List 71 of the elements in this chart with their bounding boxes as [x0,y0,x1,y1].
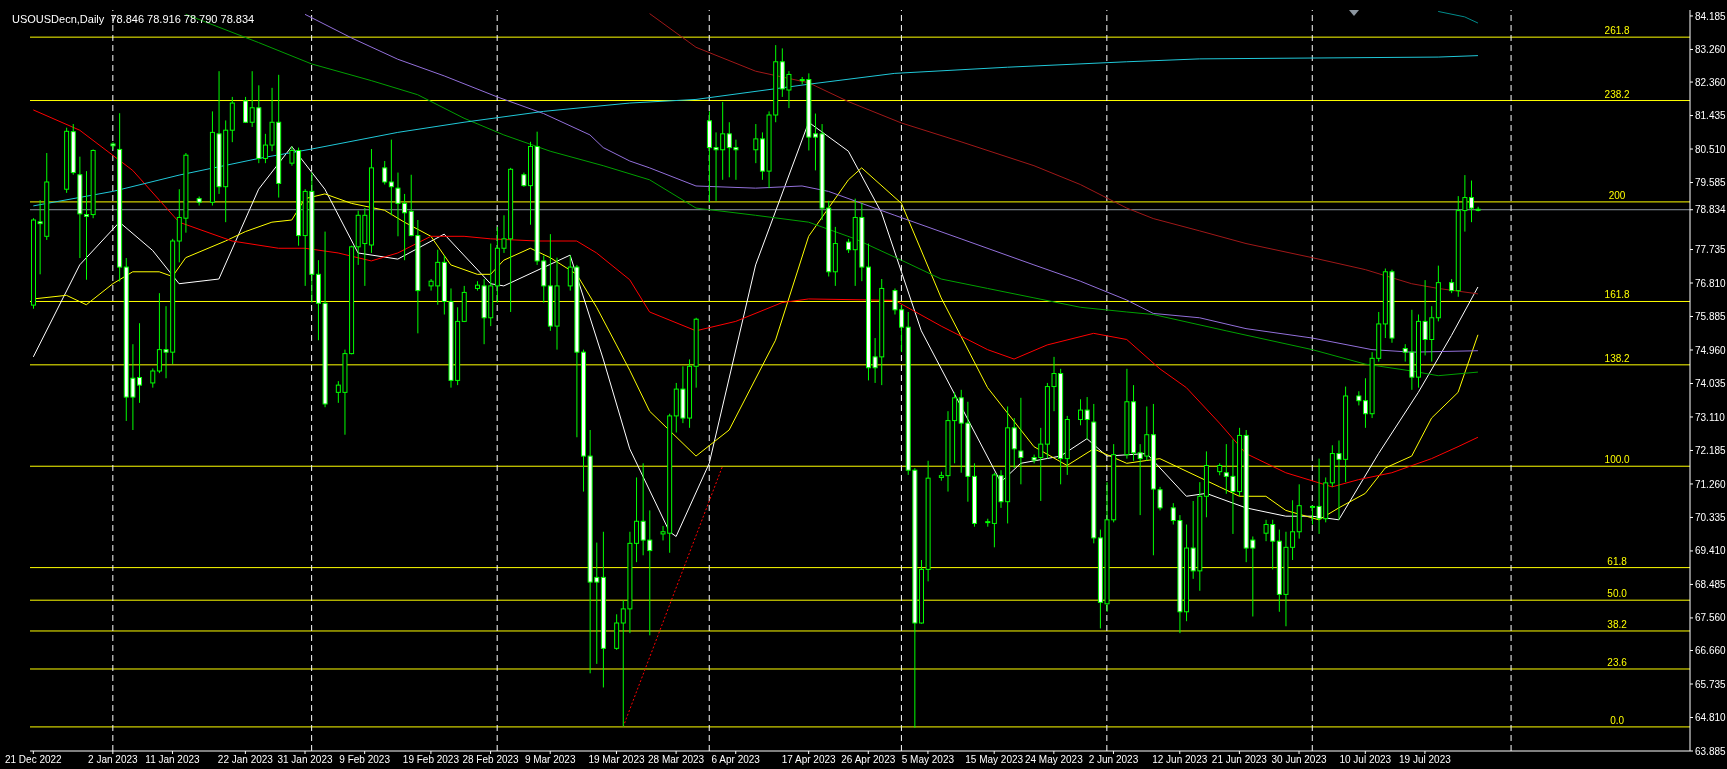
y-tick-label: 81.435 [1695,110,1727,122]
x-tick-label: 15 May 2023 [965,754,1024,766]
y-tick-label: 66.660 [1695,645,1727,657]
candlestick [1011,417,1017,469]
annotation: 261.8 [1604,25,1631,37]
candlestick [753,123,759,164]
candlestick [1078,398,1084,426]
candlestick [243,96,249,124]
y-tick-label: 77.735 [1695,244,1727,256]
x-tick-label: 21 Dec 2022 [4,754,63,766]
candlestick [1018,397,1024,485]
line-series [185,13,1479,377]
annotation: 100.0 [1604,454,1631,466]
y-tick-label: 69.410 [1695,545,1727,557]
x-tick-label: 19 Jul 2023 [1399,754,1452,766]
x-tick-label: 31 Jan 2023 [277,754,333,766]
x-tick-label: 10 Jul 2023 [1339,754,1392,766]
x-tick-label: 9 Feb 2023 [339,754,391,766]
x-tick-label: 19 Feb 2023 [402,754,460,766]
x-tick-label: 11 Jan 2023 [145,754,201,766]
annotation: 38.2 [1607,618,1628,630]
line-series [304,13,1479,353]
x-tick-label: 28 Feb 2023 [462,754,520,766]
line-series [32,55,1479,207]
candlestick [1084,396,1090,440]
y-tick-label: 84.185 [1695,10,1727,22]
x-tick-label: 17 Apr 2023 [781,754,837,766]
annotation: 200 [1608,189,1626,201]
annotation: 0.0 [1610,714,1625,726]
x-tick-label: 26 Apr 2023 [841,754,896,766]
y-tick-label: 67.560 [1695,612,1727,624]
annotation: 161.8 [1604,289,1631,301]
x-tick-label: 28 Mar 2023 [648,754,705,766]
x-tick-label: 21 Jun 2023 [1211,754,1268,766]
y-tick-label: 73.110 [1695,411,1726,423]
x-tick-label: 24 May 2023 [1024,754,1084,766]
y-tick-label: 63.885 [1695,745,1727,757]
candlestick [388,139,394,216]
y-tick-label: 75.885 [1695,311,1727,323]
y-tick-label: 74.035 [1695,378,1727,390]
chart-title: USOUSDecn,Daily 78.846 78.916 78.790 78.834 [12,13,255,25]
y-tick-label: 80.510 [1695,143,1727,155]
y-tick-label: 74.960 [1695,344,1727,356]
x-tick-label: 19 Mar 2023 [588,754,645,766]
annotation: 138.2 [1604,352,1631,364]
y-tick-label: 79.585 [1695,177,1727,189]
candlestick [150,367,156,389]
annotation: 23.6 [1607,656,1628,668]
y-tick-label: 70.335 [1695,512,1727,524]
x-tick-label: 6 Apr 2023 [711,754,761,766]
y-tick-label: 72.185 [1695,445,1727,457]
x-tick-label: 2 Jan 2023 [88,754,139,766]
y-tick-label: 82.360 [1695,76,1727,88]
x-tick-label: 12 Jun 2023 [1152,754,1208,766]
annotation: 238.2 [1604,88,1631,100]
y-tick-label: 65.735 [1695,678,1727,690]
y-tick-label: 68.485 [1695,578,1727,590]
y-tick-label: 83.260 [1695,44,1727,56]
y-tick-label: 64.810 [1695,712,1727,724]
y-tick-label: 78.834 [1695,204,1727,216]
x-tick-label: 9 Mar 2023 [524,754,576,766]
line-series [649,13,1479,295]
candlestick [382,160,388,186]
y-tick-label: 76.810 [1695,277,1727,289]
x-tick-label: 2 Jun 2023 [1088,754,1139,766]
annotation: 61.8 [1607,555,1628,567]
annotation: 50.0 [1607,588,1628,600]
y-tick-label: 71.260 [1695,478,1727,490]
x-tick-label: 22 Jan 2023 [217,754,274,766]
x-tick-label: 5 May 2023 [901,754,955,766]
x-tick-label: 30 Jun 2023 [1271,754,1327,766]
